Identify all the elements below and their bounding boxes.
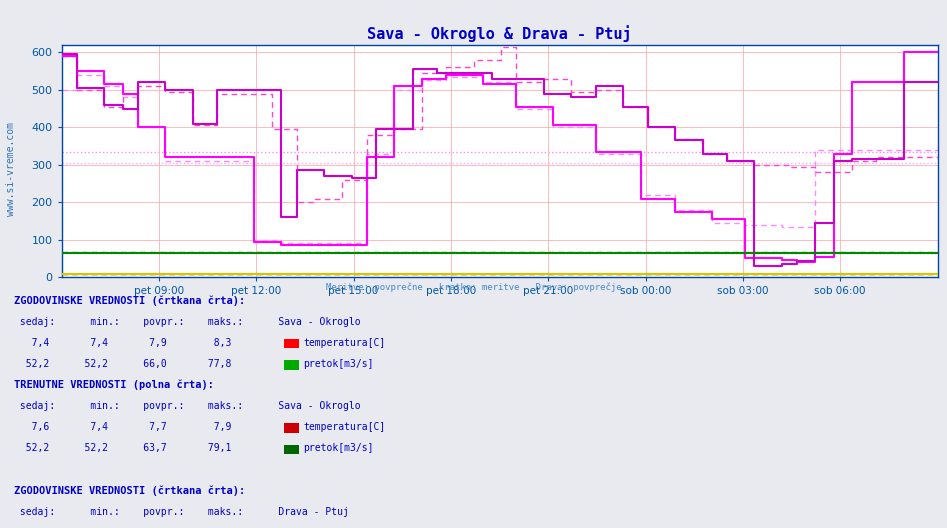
Text: temperatura[C]: temperatura[C]: [303, 338, 385, 348]
Text: www.si-vreme.com: www.si-vreme.com: [7, 122, 16, 216]
Text: pretok[m3/s]: pretok[m3/s]: [303, 359, 373, 369]
Text: pretok[m3/s]: pretok[m3/s]: [303, 444, 373, 454]
Text: ZGODOVINSKE VREDNOSTI (črtkana črta):: ZGODOVINSKE VREDNOSTI (črtkana črta):: [14, 485, 245, 496]
Text: 7,4       7,4       7,9        8,3: 7,4 7,4 7,9 8,3: [14, 338, 232, 348]
Text: TRENUTNE VREDNOSTI (polna črta):: TRENUTNE VREDNOSTI (polna črta):: [14, 380, 214, 390]
Title: Sava - Okroglo & Drava - Ptuj: Sava - Okroglo & Drava - Ptuj: [367, 25, 632, 42]
Text: sedaj:      min.:    povpr.:    maks.:      Sava - Okroglo: sedaj: min.: povpr.: maks.: Sava - Okrog…: [14, 401, 361, 411]
Text: 52,2      52,2      66,0       77,8: 52,2 52,2 66,0 77,8: [14, 359, 232, 369]
Text: sedaj:      min.:    povpr.:    maks.:      Drava - Ptuj: sedaj: min.: povpr.: maks.: Drava - Ptuj: [14, 507, 349, 517]
Text: sedaj:      min.:    povpr.:    maks.:      Sava - Okroglo: sedaj: min.: povpr.: maks.: Sava - Okrog…: [14, 317, 361, 327]
Text: Meritve: povprečne   kratko: meritve   Drava: povprečje: Meritve: povprečne kratko: meritve Drava…: [326, 282, 621, 292]
Text: 7,6       7,4       7,7        7,9: 7,6 7,4 7,7 7,9: [14, 422, 232, 432]
Text: 52,2      52,2      63,7       79,1: 52,2 52,2 63,7 79,1: [14, 444, 232, 454]
Text: temperatura[C]: temperatura[C]: [303, 422, 385, 432]
Text: ZGODOVINSKE VREDNOSTI (črtkana črta):: ZGODOVINSKE VREDNOSTI (črtkana črta):: [14, 295, 245, 306]
